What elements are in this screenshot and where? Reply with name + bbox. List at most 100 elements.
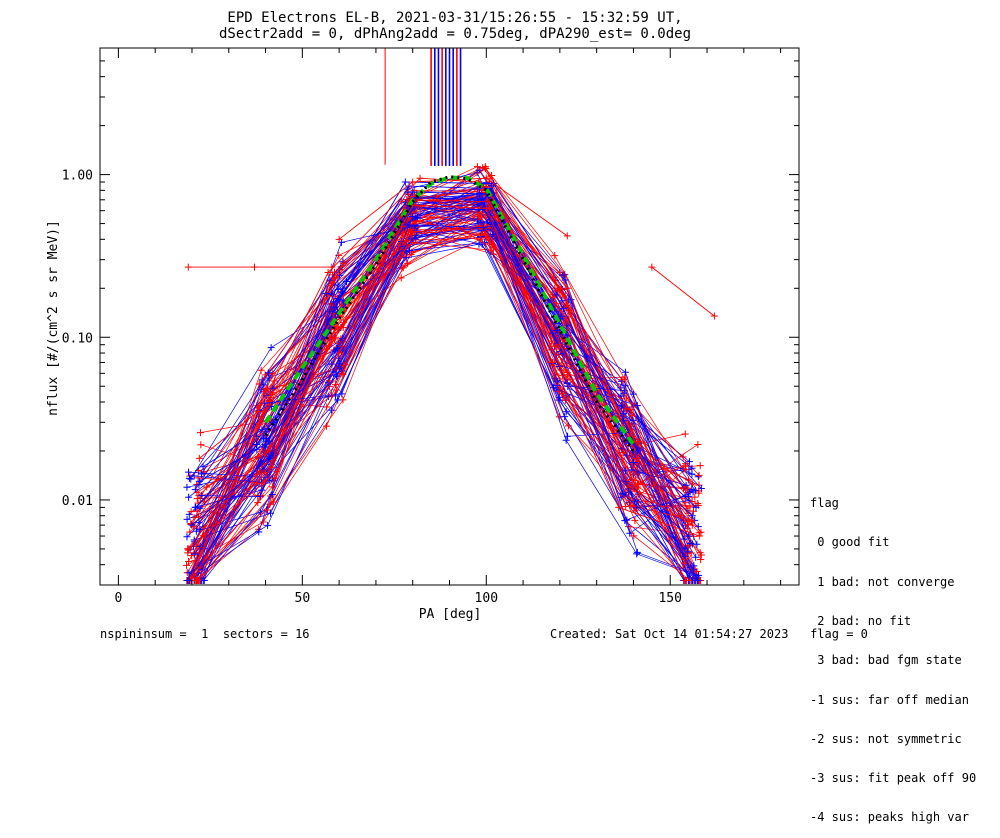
trace-line-point — [404, 221, 412, 229]
sample-trace-point — [626, 483, 634, 491]
sample-trace — [202, 197, 686, 550]
sample-trace — [188, 204, 700, 550]
legend-title: flag — [810, 496, 839, 511]
trace-line-point — [697, 555, 705, 563]
trace-line-point — [689, 540, 697, 548]
trace-line — [195, 205, 689, 508]
sample-trace-point — [615, 503, 623, 511]
trace-line-point — [328, 406, 336, 414]
sample-trace-point — [203, 483, 211, 491]
trace-line-point — [694, 440, 702, 448]
trace-line — [191, 168, 688, 556]
sample-trace-point — [560, 305, 568, 313]
legend-item-4: -1 sus: far off median — [810, 692, 969, 707]
trace-line — [193, 193, 685, 581]
trace-line-point — [331, 381, 339, 389]
trace-line-point — [261, 385, 269, 393]
trace-line-point — [264, 369, 272, 377]
trace-line-point — [268, 389, 276, 397]
trace-line-point — [631, 516, 639, 524]
sample-trace-point — [482, 204, 490, 212]
sample-trace-point — [251, 263, 259, 271]
trace-line-point — [684, 509, 692, 517]
trace-line-point — [333, 386, 341, 394]
trace-line-point — [687, 516, 695, 524]
sample-trace-point — [681, 545, 689, 553]
trace-line-point — [323, 290, 331, 298]
trace-line-point — [622, 502, 630, 510]
trace-line-point — [260, 434, 268, 442]
axes-layer: 0 50 100 150 0.01 0.10 1.00 — [62, 47, 799, 606]
trace-line-point — [633, 548, 641, 556]
legend-item-6: -3 sus: fit peak off 90 — [810, 771, 977, 786]
fit-curve-green — [263, 175, 636, 446]
trace-line-point — [412, 232, 420, 240]
trace-line-point — [558, 297, 566, 305]
sample-trace-point — [192, 503, 200, 511]
trace-line-point — [268, 463, 276, 471]
trace-line-point — [198, 470, 206, 478]
trace-line-point — [489, 244, 497, 252]
sample-trace-point — [184, 263, 192, 271]
trace-line-point — [334, 285, 342, 293]
trace-line-point — [689, 488, 697, 496]
trace-line-point — [264, 521, 272, 529]
sample-trace-point — [262, 440, 270, 448]
trace-line-point — [695, 471, 703, 479]
trace-line-point — [194, 474, 202, 482]
trace-line — [197, 207, 702, 581]
flux-chart: EPD Electrons EL-B, 2021-03-31/15:26:55 … — [46, 10, 800, 622]
y-axis-label: nflux [#/(cm^2 s sr MeV)] — [46, 220, 61, 416]
sample-trace-point — [405, 182, 413, 190]
trace-line-point — [271, 474, 279, 482]
trace-line-point — [696, 549, 704, 557]
chart-subtitle: dSectr2add = 0, dPhAng2add = 0.75deg, dP… — [219, 26, 691, 42]
trace-line-point — [681, 430, 689, 438]
footer-left: nspininsum = 1 sectors = 16 — [100, 627, 310, 641]
sample-trace-point — [331, 333, 339, 341]
trace-line-point — [696, 462, 704, 470]
trace-line-point — [402, 254, 410, 262]
sample-trace-point — [199, 463, 207, 471]
trace-line — [203, 199, 692, 537]
trace-line — [200, 224, 689, 581]
trace-line-point — [193, 576, 201, 584]
sample-trace-point — [633, 454, 641, 462]
trace-line-point — [694, 500, 702, 508]
sample-trace-point — [710, 312, 718, 320]
trace-line — [186, 233, 691, 581]
sample-trace-point — [563, 284, 571, 292]
trace-line-point — [691, 493, 699, 501]
trace-line-point — [688, 464, 696, 472]
trace-line — [194, 225, 697, 581]
trace-line-point — [692, 553, 700, 561]
trace-line-point — [621, 467, 629, 475]
sample-trace-point — [335, 235, 343, 243]
footer-right: Created: Sat Oct 14 01:54:27 2023 flag =… — [550, 627, 868, 641]
x-tick-label: 150 — [658, 591, 681, 606]
trace-line-point — [679, 453, 687, 461]
sample-trace-point — [629, 458, 637, 466]
trace-line-point — [551, 252, 559, 260]
trace-line-point — [183, 533, 191, 541]
trace-line-point — [192, 527, 200, 535]
trace-line-point — [618, 376, 626, 384]
x-tick-label: 100 — [475, 591, 498, 606]
trace-line-point — [562, 436, 570, 444]
legend-item-1: 1 bad: not converge — [810, 574, 955, 589]
trace-line-point — [479, 205, 487, 213]
legend-item-5: -2 sus: not symmetric — [810, 731, 962, 746]
sample-trace-point — [188, 521, 196, 529]
trace-line-point — [556, 285, 564, 293]
data-layer — [183, 48, 718, 584]
sample-trace-point — [195, 477, 203, 485]
trace-line-point — [679, 564, 687, 572]
trace-line-point — [479, 163, 487, 171]
trace-line — [189, 167, 698, 572]
trace-line-point — [564, 432, 572, 440]
trace-line-point — [197, 441, 205, 449]
trace-line-point — [184, 576, 192, 584]
sample-trace-point — [258, 426, 266, 434]
trace-line-point — [695, 571, 703, 579]
sample-trace-point — [552, 327, 560, 335]
